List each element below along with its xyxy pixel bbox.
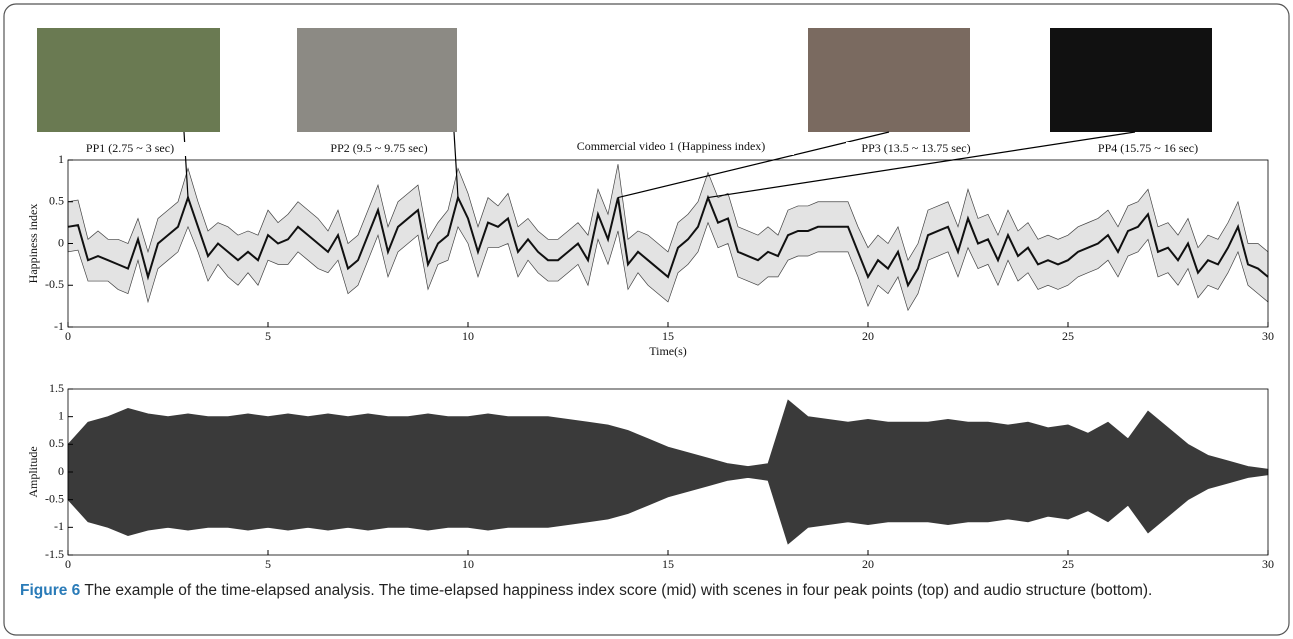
label-bg <box>1078 142 1218 156</box>
y-tick-label: -0.5 <box>45 277 64 291</box>
x-tick-label: 30 <box>1262 557 1274 571</box>
annotation: PP1 (2.75 ~ 3 sec) <box>86 141 174 155</box>
error-band <box>67 164 1269 312</box>
thumbnail <box>1050 28 1212 132</box>
y-tick-label: 0 <box>58 464 64 478</box>
x-tick-label: 25 <box>1062 329 1074 343</box>
x-tick-label: 30 <box>1262 329 1274 343</box>
y-tick-label: -1 <box>54 519 64 533</box>
happiness-chart: PP1 (2.75 ~ 3 sec) PP2 (9.5 ~ 9.75 sec) PP… <box>26 131 1274 358</box>
waveform <box>67 399 1269 545</box>
title-bg <box>548 139 794 155</box>
x-tick-label: 0 <box>65 557 71 571</box>
annotation: PP3 (13.5 ~ 13.75 sec) <box>861 141 970 155</box>
y-tick-label: -0.5 <box>45 491 64 505</box>
y-tick-label: -1.5 <box>45 547 64 561</box>
y-tick-label: 0.5 <box>49 436 64 450</box>
x-tick-label: 15 <box>662 329 674 343</box>
y-tick-label: 1 <box>58 152 64 166</box>
annotation: PP4 (15.75 ~ 16 sec) <box>1098 141 1198 155</box>
mean-line <box>67 194 1269 288</box>
thumbnail <box>37 28 220 132</box>
x-tick-label: 10 <box>462 557 474 571</box>
thumbnail <box>808 28 970 132</box>
y-tick-label: 0 <box>58 235 64 249</box>
x-tick-label: 20 <box>862 329 874 343</box>
y-axis-label: Happiness index <box>26 204 40 284</box>
connector <box>707 131 1136 199</box>
x-tick-label: 0 <box>65 329 71 343</box>
y-axis-label: Amplitude <box>26 446 40 497</box>
x-tick-label: 15 <box>662 557 674 571</box>
x-tick-label: 10 <box>462 329 474 343</box>
frame <box>3 3 1290 636</box>
caption-label: Figure 6 <box>20 582 81 599</box>
label-bg <box>60 142 200 156</box>
x-tick-label: 20 <box>862 557 874 571</box>
connector <box>453 131 459 198</box>
x-tick-label: 25 <box>1062 557 1074 571</box>
connector <box>617 131 890 199</box>
y-tick-label: 1.5 <box>49 381 64 395</box>
y-tick-label: -1 <box>54 319 64 333</box>
caption-text: The example of the time-elapsed analysis… <box>84 582 1153 599</box>
x-tick-label: 5 <box>265 329 271 343</box>
label-bg <box>846 142 986 156</box>
annotation: PP2 (9.5 ~ 9.75 sec) <box>330 141 427 155</box>
x-tick-label: 5 <box>265 557 271 571</box>
y-tick-label: 0.5 <box>49 194 64 208</box>
label-bg <box>309 142 449 156</box>
y-tick-label: 1 <box>58 408 64 422</box>
x-axis-label: Time(s) <box>649 344 687 358</box>
audio-chart: -1.5 -1 -0.5 0 0.5 1 1.5 0 5 10 15 20 25 30 Amplitude <box>26 381 1274 571</box>
caption: Figure 6 The example of the time-elapsed… <box>20 578 1275 603</box>
thumbnail <box>297 28 457 132</box>
chart-title: Commercial video 1 (Happiness index) <box>577 139 766 153</box>
